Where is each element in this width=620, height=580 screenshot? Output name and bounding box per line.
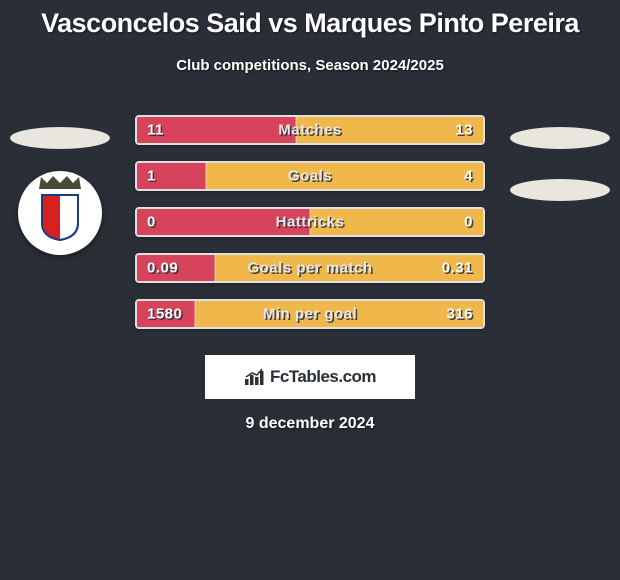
- player-left-name-pill: [10, 127, 110, 149]
- stat-bars: 11 Matches 13 1 Goals 4 0 Hattricks 0 0.09 Goals p…: [135, 115, 485, 345]
- stat-value-left: 11: [147, 122, 164, 139]
- stat-label: Hattricks: [276, 214, 345, 231]
- stat-value-right: 316: [446, 306, 473, 323]
- shield-icon: [40, 193, 80, 241]
- stat-value-left: 1580: [147, 306, 182, 323]
- snapshot-date: 9 december 2024: [0, 415, 620, 433]
- stat-label: Goals: [288, 168, 332, 185]
- stat-label: Min per goal: [263, 306, 357, 323]
- player-left-column: [5, 115, 115, 255]
- stat-bar-right: [206, 163, 483, 189]
- subtitle: Club competitions, Season 2024/2025: [0, 57, 620, 74]
- stat-row: 0 Hattricks 0: [135, 207, 485, 237]
- stat-row: 1 Goals 4: [135, 161, 485, 191]
- stat-value-right: 4: [464, 168, 473, 185]
- stat-value-right: 13: [455, 122, 473, 139]
- stat-label: Matches: [278, 122, 342, 139]
- player-right-name-pill-2: [510, 179, 610, 201]
- brand-footer: FcTables.com: [203, 353, 417, 401]
- stat-row: 0.09 Goals per match 0.31: [135, 253, 485, 283]
- chart-bars-icon: [244, 368, 266, 386]
- stat-value-right: 0: [464, 214, 473, 231]
- crown-icon: [37, 175, 83, 191]
- stat-row: 1580 Min per goal 316: [135, 299, 485, 329]
- stat-value-left: 0: [147, 214, 156, 231]
- brand-text: FcTables.com: [270, 367, 376, 387]
- stat-value-left: 1: [147, 168, 156, 185]
- player-right-name-pill-1: [510, 127, 610, 149]
- stat-value-right: 0.31: [442, 260, 473, 277]
- player-left-club-badge: [18, 171, 102, 255]
- stat-value-left: 0.09: [147, 260, 178, 277]
- player-right-column: [505, 115, 615, 201]
- stat-row: 11 Matches 13: [135, 115, 485, 145]
- stat-label: Goals per match: [247, 260, 372, 277]
- page-title: Vasconcelos Said vs Marques Pinto Pereir…: [0, 0, 620, 39]
